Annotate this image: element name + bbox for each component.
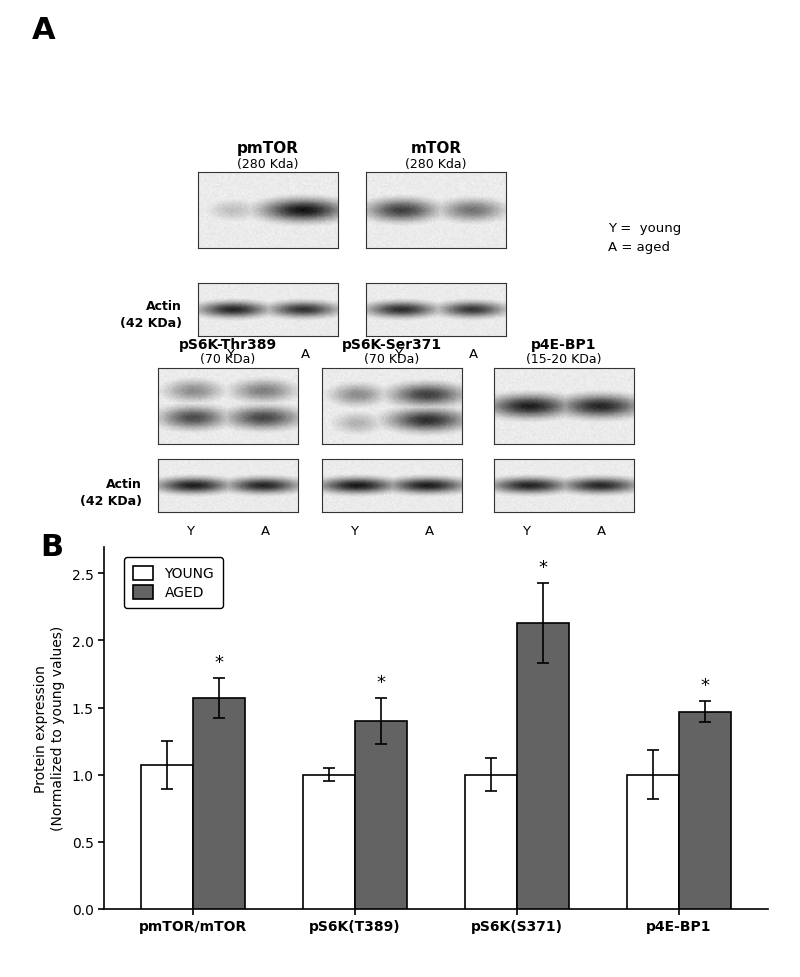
Text: Y: Y [350,525,358,537]
Text: *: * [377,674,386,692]
Text: mTOR: mTOR [410,142,462,156]
Legend: YOUNG, AGED: YOUNG, AGED [124,558,222,608]
Text: A: A [32,16,56,45]
Bar [517,623,569,909]
Text: A: A [470,348,478,361]
Text: (280 Kda): (280 Kda) [238,158,298,171]
Text: A: A [426,525,434,537]
Text: (70 KDa): (70 KDa) [364,353,420,365]
Bar [303,775,355,909]
Text: (15-20 KDa): (15-20 KDa) [526,353,602,365]
Text: Y: Y [226,348,234,361]
Bar [465,775,517,909]
Text: *: * [700,676,710,695]
Text: pS6K-Ser371: pS6K-Ser371 [342,338,442,352]
Text: pS6K-Thr389: pS6K-Thr389 [179,338,277,352]
Text: (70 KDa): (70 KDa) [200,353,256,365]
Text: A: A [262,525,270,537]
Text: Y: Y [186,525,194,537]
Bar [627,775,679,909]
Bar [355,721,407,909]
Text: B: B [40,532,63,562]
Text: *: * [214,654,223,671]
Text: Actin
(42 KDa): Actin (42 KDa) [80,478,142,507]
Text: Y =  young: Y = young [608,222,682,234]
Y-axis label: Protein expression
(Normalized to young values): Protein expression (Normalized to young … [34,625,65,830]
Text: Actin
(42 KDa): Actin (42 KDa) [120,300,182,329]
Text: *: * [538,559,547,576]
Text: pmTOR: pmTOR [237,142,299,156]
Text: A: A [302,348,310,361]
Text: A: A [598,525,606,537]
Text: Y: Y [522,525,530,537]
Text: (280 Kda): (280 Kda) [406,158,466,171]
Text: p4E-BP1: p4E-BP1 [531,338,597,352]
Text: Y: Y [394,348,402,361]
Bar [193,699,245,909]
Bar [142,765,193,909]
Bar [679,712,730,909]
Text: A = aged: A = aged [608,241,670,254]
